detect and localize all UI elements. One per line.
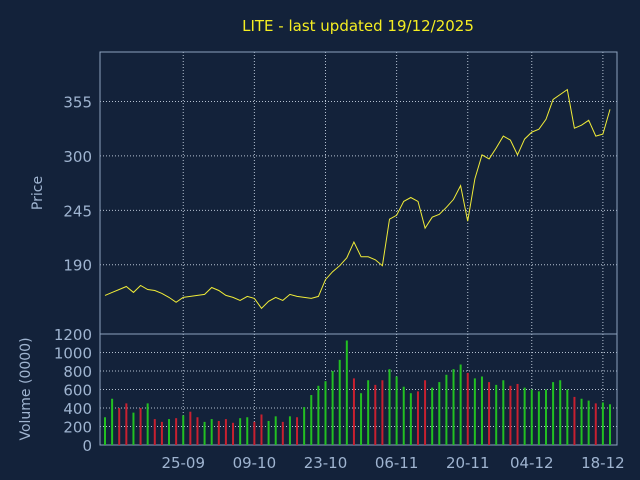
volume-tick-label: 1000 [54, 345, 92, 363]
price-line [104, 88, 611, 310]
volume-tick-label: 800 [63, 363, 92, 381]
volume-bars [104, 340, 611, 445]
volume-tick-label: 200 [63, 419, 92, 437]
x-tick-label: 25-09 [161, 454, 205, 472]
price-tick-label: 300 [63, 148, 92, 166]
x-tick-label: 06-11 [375, 454, 419, 472]
volume-tick-label: 400 [63, 400, 92, 418]
x-tick-label: 20-11 [446, 454, 490, 472]
volume-frame [99, 333, 618, 446]
volume-grid [100, 334, 617, 445]
x-tick-label: 09-10 [233, 454, 277, 472]
x-axis-ticks: 25-09 09-10 23-10 06-11 20-11 04-12 18-12 [161, 454, 624, 472]
chart-title: LITE - last updated 19/12/2025 [242, 17, 474, 35]
price-tick-label: 245 [63, 202, 92, 220]
x-tick-label: 04-12 [510, 454, 554, 472]
volume-tick-label: 600 [63, 382, 92, 400]
volume-tick-label: 0 [82, 437, 92, 455]
price-tick-label: 355 [63, 93, 92, 111]
price-axis-label: Price [30, 176, 46, 210]
price-y-ticks: 190 245 300 355 [63, 93, 92, 274]
price-tick-label: 190 [63, 257, 92, 275]
volume-tick-label: 1200 [54, 326, 92, 344]
x-tick-label: 18-12 [581, 454, 625, 472]
price-grid [100, 52, 617, 334]
volume-axis-label: Volume (0000) [18, 337, 34, 440]
x-tick-label: 23-10 [304, 454, 348, 472]
